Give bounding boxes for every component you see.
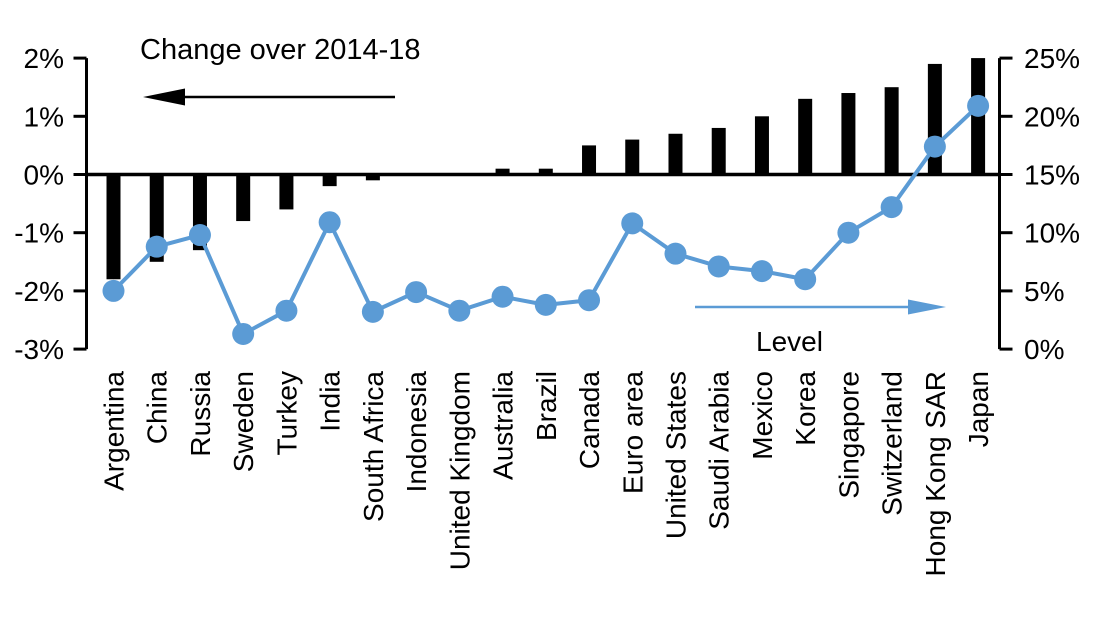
right-axis-tick-label: 20% [1024,101,1080,132]
level-point-united-kingdom [448,299,471,322]
x-axis-label-saudi-arabia: Saudi Arabia [704,371,735,530]
x-axis-label-indonesia: Indonesia [401,371,432,493]
x-axis-label-japan: Japan [963,371,994,447]
level-point-united-states [664,242,687,265]
x-axis-label-canada: Canada [574,371,605,470]
bar-argentina [106,174,121,280]
bar-united-states [668,133,683,175]
x-axis-label-korea: Korea [790,371,821,446]
chart-plot: 2% 1% 0% -1% -2% -3% 25% 20% 15% 10% 5% 0% Argentina… [14,43,1080,576]
x-axis-label-hong-kong-sar: Hong Kong SAR [920,371,951,576]
level-point-hong-kong-sar [923,135,946,158]
x-axis-label-united-states: United States [660,371,691,539]
level-point-argentina [102,279,125,302]
bar-mexico [754,116,769,175]
right-axis-tick-label: 15% [1024,160,1080,191]
level-point-mexico [750,260,773,283]
x-axis-label-euro-area: Euro area [617,371,648,494]
line-series-right-arrow-icon [695,299,946,315]
level-point-sweden [232,322,255,345]
x-axis-label-china: China [142,371,173,445]
x-axis-label-sweden: Sweden [228,371,259,472]
bar-hong-kong-sar [927,63,942,175]
left-axis-tick-label: 2% [24,43,64,74]
level-point-japan [967,94,990,117]
left-axis-tick-label: -1% [14,218,64,249]
level-point-australia [491,285,514,308]
level-point-indonesia [405,281,428,304]
level-point-turkey [275,299,298,322]
right-axis-tick-label: 5% [1024,276,1064,307]
level-point-euro-area [621,212,644,235]
level-point-south-africa [361,300,384,323]
bar-switzerland [884,87,899,175]
level-point-brazil [534,293,557,316]
level-point-singapore [837,221,860,244]
x-axis-label-switzerland: Switzerland [877,371,908,516]
x-axis-label-australia: Australia [488,371,519,480]
line-series-title: Level [756,326,823,357]
level-point-korea [794,268,817,291]
bar-saudi-arabia [711,127,726,175]
right-axis-tick-label: 25% [1024,43,1080,74]
level-point-saudi-arabia [707,255,730,278]
level-point-canada [578,289,601,312]
right-axis-tick-label: 0% [1024,334,1064,365]
bar-south-africa [365,174,380,181]
bar-brazil [538,168,553,175]
x-axis-label-brazil: Brazil [531,371,562,441]
x-axis-label-argentina: Argentina [99,371,130,491]
x-axis-label-india: India [315,371,346,432]
level-point-india [318,211,341,234]
left-axis-tick-label: 1% [24,101,64,132]
bar-sweden [236,174,251,222]
x-axis-label-russia: Russia [185,371,216,457]
level-point-switzerland [880,196,903,219]
level-point-china [145,235,168,258]
bar-euro-area [625,139,640,175]
x-axis-label-united-kingdom: United Kingdom [444,371,475,570]
x-axis-label-south-africa: South Africa [358,371,389,522]
level-point-russia [188,224,211,247]
left-axis-tick-label: -3% [14,334,64,365]
x-axis-label-turkey: Turkey [271,371,302,456]
bar-singapore [841,93,856,175]
bar-series-title: Change over 2014-18 [140,34,421,66]
right-axis-tick-label: 10% [1024,218,1080,249]
bar-canada [582,145,597,175]
bar-australia [495,168,510,175]
bar-india [322,174,337,187]
bar-turkey [279,174,294,210]
x-axis-label-mexico: Mexico [747,371,778,460]
bar-korea [798,98,813,175]
left-axis-tick-label: -2% [14,276,64,307]
x-axis-label-singapore: Singapore [833,371,864,499]
bar-series-left-arrow-icon [143,88,395,106]
left-axis-tick-label: 0% [24,160,64,191]
